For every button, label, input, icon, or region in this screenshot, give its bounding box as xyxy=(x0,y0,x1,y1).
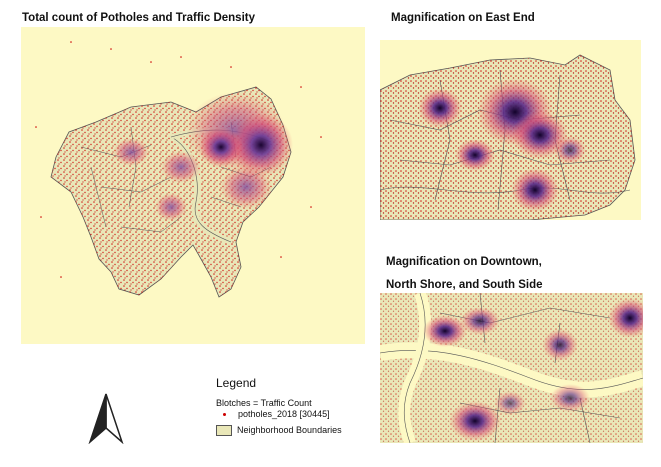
main-map-title: Total count of Potholes and Traffic Dens… xyxy=(22,12,255,24)
downtown-title-line1: Magnification on Downtown, xyxy=(386,256,542,268)
legend-title: Legend xyxy=(216,376,257,390)
legend-neighborhoods-label: Neighborhood Boundaries xyxy=(237,425,342,435)
north-arrow-icon xyxy=(88,393,124,444)
downtown-panel[interactable] xyxy=(380,293,643,443)
legend-potholes-label: potholes_2018 [30445] xyxy=(238,409,330,419)
legend: Legend Blotches = Traffic Count potholes… xyxy=(212,374,382,444)
legend-blotches-label: Blotches = Traffic Count xyxy=(216,398,312,408)
east-end-map xyxy=(380,54,636,220)
pothole-point-icon xyxy=(223,413,226,416)
downtown-map xyxy=(380,293,643,443)
boundary-swatch-icon xyxy=(216,425,232,436)
main-map xyxy=(35,41,322,298)
main-map-panel[interactable] xyxy=(21,27,365,344)
east-end-title: Magnification on East End xyxy=(391,12,535,24)
downtown-title-line2: North Shore, and South Side xyxy=(386,279,543,291)
east-end-panel[interactable] xyxy=(380,40,641,220)
